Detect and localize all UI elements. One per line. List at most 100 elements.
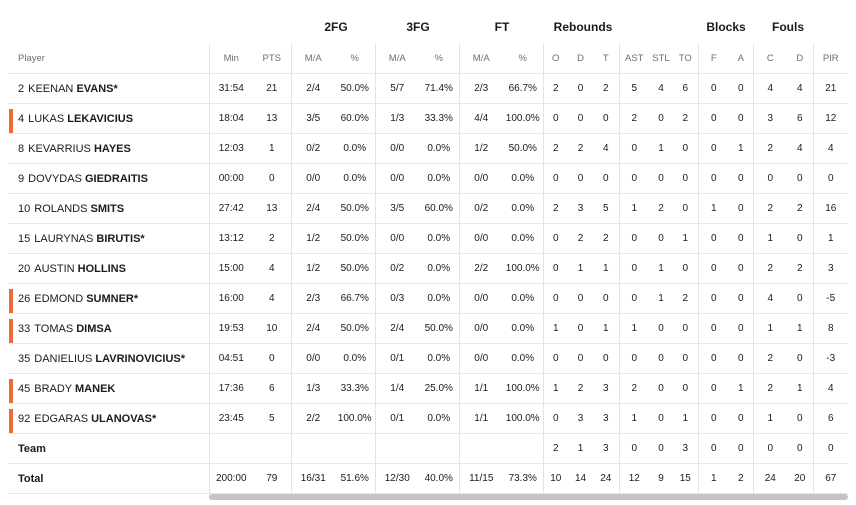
player-last-name[interactable]: MANEK <box>75 382 116 395</box>
player-last-name[interactable]: ULANOVAS* <box>91 412 157 425</box>
stat-to: 15 <box>673 463 698 494</box>
stat-3fg-pct: 40.0% <box>419 463 459 494</box>
player-last-name[interactable]: EVANS* <box>76 82 118 95</box>
col-header-player: Player <box>8 44 209 74</box>
stat-reb-t: 2 <box>593 73 619 104</box>
stat-pts: 2 <box>253 223 291 254</box>
group-header-ft: FT <box>494 20 510 34</box>
stat-stl: 0 <box>649 313 673 344</box>
stat-3fg-ma: 12/30 <box>374 463 419 494</box>
stat-foul-c: 24 <box>752 463 787 494</box>
stat-3fg-ma: 1/3 <box>374 103 419 134</box>
stat-ast: 12 <box>618 463 649 494</box>
stat-reb-o: 2 <box>542 433 568 464</box>
stat-reb-t: 3 <box>593 433 619 464</box>
player-row[interactable]: 15 LAURYNAS BIRUTIS* 13:12 2 1/2 50.0% 0/0 0.0%… <box>8 223 848 254</box>
stat-stl: 1 <box>649 283 673 314</box>
player-last-name[interactable]: BIRUTIS* <box>96 232 145 245</box>
stat-min: 15:00 <box>208 253 253 284</box>
stat-3fg-ma: 0/1 <box>374 403 419 434</box>
player-first-name: LAURYNAS <box>34 232 94 245</box>
stat-min: 19:53 <box>208 313 253 344</box>
player-cell: 9 DOVYDAS GIEDRAITIS <box>8 163 209 194</box>
stat-blk-f: 0 <box>697 373 729 404</box>
player-first-name: ROLANDS <box>34 202 88 215</box>
player-row[interactable]: 92 EDGARAS ULANOVAS* 23:45 5 2/2 100.0% 0/1 0.0… <box>8 403 848 434</box>
stat-pts: 13 <box>253 193 291 224</box>
player-last-name[interactable]: DIMSA <box>76 322 112 335</box>
stat-pir: 6 <box>812 403 848 434</box>
stat-foul-c: 4 <box>752 73 787 104</box>
stat-3fg-pct: 25.0% <box>419 373 459 404</box>
col-header-ft-ma: M/A <box>458 44 503 74</box>
stat-blk-a: 0 <box>729 283 753 314</box>
stat-pir: 4 <box>812 133 848 164</box>
col-header-2fg-ma: M/A <box>290 44 335 74</box>
stat-min: 200:00 <box>208 463 253 494</box>
stat-foul-c: 2 <box>752 133 787 164</box>
starter-marker <box>9 289 13 313</box>
starter-marker <box>9 379 13 403</box>
stat-min: 17:36 <box>208 373 253 404</box>
stat-blk-a: 1 <box>729 373 753 404</box>
stat-ast: 0 <box>618 343 649 374</box>
stat-min: 18:04 <box>208 103 253 134</box>
stat-min: 12:03 <box>208 133 253 164</box>
player-last-name[interactable]: HAYES <box>93 142 131 155</box>
stat-pts: 5 <box>253 403 291 434</box>
player-row[interactable]: 20 AUSTIN HOLLINS 15:00 4 1/2 50.0% 0/2 0.0% 2/2… <box>8 253 848 284</box>
player-row[interactable]: 8 KEVARRIUS HAYES 12:03 1 0/2 0.0% 0/0 0.0% 1/2 5… <box>8 133 848 164</box>
stat-stl: 0 <box>649 103 673 134</box>
stat-reb-o: 0 <box>542 403 568 434</box>
stat-pts: 1 <box>253 133 291 164</box>
player-first-name: KEENAN <box>28 82 74 95</box>
player-row[interactable]: 45 BRADY MANEK 17:36 6 1/3 33.3% 1/4 25.0% 1/1 10… <box>8 373 848 404</box>
stat-reb-t: 24 <box>593 463 619 494</box>
player-last-name[interactable]: SUMNER* <box>86 292 139 305</box>
stat-blk-a: 0 <box>729 103 753 134</box>
stat-ft-ma: 0/0 <box>458 163 503 194</box>
stat-2fg-ma <box>290 433 335 464</box>
stat-foul-d: 0 <box>787 433 813 464</box>
stat-blk-f: 0 <box>697 223 729 254</box>
player-last-name[interactable]: HOLLINS <box>77 262 126 275</box>
player-row[interactable]: 2 KEENAN EVANS* 31:54 21 2/4 50.0% 5/7 71.4% 2/3… <box>8 73 848 104</box>
player-last-name[interactable]: SMITS <box>90 202 125 215</box>
stat-reb-o: 0 <box>542 223 568 254</box>
stat-ft-pct: 50.0% <box>503 133 543 164</box>
stat-blk-f: 0 <box>697 73 729 104</box>
player-row[interactable]: 33 TOMAS DIMSA 19:53 10 2/4 50.0% 2/4 50.0% 0/0 0… <box>8 313 848 344</box>
scrollbar-thumb[interactable] <box>209 494 848 500</box>
stat-blk-f: 0 <box>697 433 729 464</box>
stat-blk-a: 0 <box>729 193 753 224</box>
stat-foul-d: 0 <box>787 343 813 374</box>
player-row[interactable]: 10 ROLANDS SMITS 27:42 13 2/4 50.0% 3/5 60.0% 0/… <box>8 193 848 224</box>
player-last-name[interactable]: LEKAVICIUS <box>67 112 134 125</box>
stat-ft-ma <box>458 433 503 464</box>
stat-pir: 21 <box>812 73 848 104</box>
stat-3fg-pct: 0.0% <box>419 403 459 434</box>
stat-blk-f: 0 <box>697 253 729 284</box>
player-row[interactable]: 26 EDMOND SUMNER* 16:00 4 2/3 66.7% 0/3 0.0% 0/0… <box>8 283 848 314</box>
col-header-reb-d: D <box>568 44 593 74</box>
player-number: 4 <box>18 112 25 125</box>
player-row[interactable]: 35 DANIELIUS LAVRINOVICIUS* 04:51 0 0/0 0.0% 0… <box>8 343 848 374</box>
stat-blk-f: 1 <box>697 193 729 224</box>
col-header-stl: STL <box>649 44 673 74</box>
player-last-name[interactable]: GIEDRAITIS <box>84 172 148 185</box>
horizontal-scrollbar[interactable] <box>209 494 848 500</box>
player-last-name[interactable]: LAVRINOVICIUS* <box>95 352 186 365</box>
stat-ast: 0 <box>618 223 649 254</box>
stat-reb-d: 14 <box>568 463 593 494</box>
stat-blk-a: 0 <box>729 403 753 434</box>
stat-blk-f: 0 <box>697 103 729 134</box>
player-row[interactable]: 9 DOVYDAS GIEDRAITIS 00:00 0 0/0 0.0% 0/0 0.0% 0… <box>8 163 848 194</box>
stat-3fg-ma: 1/4 <box>374 373 419 404</box>
stat-ft-ma: 11/15 <box>458 463 503 494</box>
player-number: 10 <box>18 202 31 215</box>
total-row-label: Total <box>8 463 209 494</box>
stat-pts: 21 <box>253 73 291 104</box>
stat-stl: 4 <box>649 73 673 104</box>
stat-reb-t: 0 <box>593 283 619 314</box>
player-row[interactable]: 4 LUKAS LEKAVICIUS 18:04 13 3/5 60.0% 1/3 33.3%… <box>8 103 848 134</box>
